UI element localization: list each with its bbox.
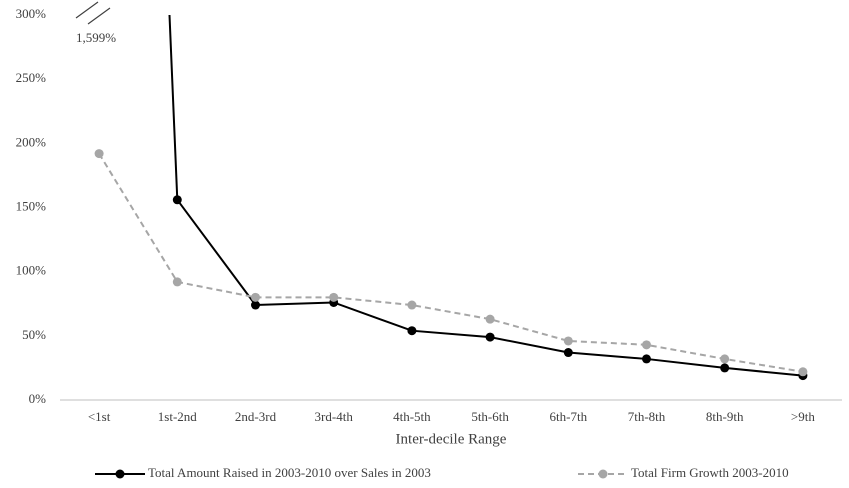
data-point [642, 354, 651, 364]
y-tick-label: 50% [22, 327, 46, 342]
legend-marker [115, 469, 125, 479]
break-mark [87, 7, 111, 25]
data-point [642, 340, 651, 350]
data-point [251, 300, 260, 310]
legend-label: Total Amount Raised in 2003-2010 over Sa… [148, 465, 431, 480]
plot-area [94, 15, 808, 381]
x-tick-label: 8th-9th [706, 409, 744, 424]
annotation: 1,599% [76, 30, 116, 45]
y-tick-label: 250% [16, 70, 47, 85]
break-mark [75, 1, 99, 19]
x-tick-label: 6th-7th [550, 409, 588, 424]
data-point [720, 363, 730, 373]
data-point [172, 195, 182, 205]
data-point [485, 332, 495, 342]
series-line [98, 153, 804, 373]
data-point [94, 149, 104, 159]
data-point [407, 300, 417, 310]
x-axis-title: Inter-decile Range [396, 431, 507, 447]
data-point [563, 348, 573, 358]
axis-break [75, 1, 111, 25]
x-tick-label: <1st [88, 409, 111, 424]
x-tick-label: 3rd-4th [315, 409, 354, 424]
y-tick-label: 150% [16, 198, 47, 213]
data-point [251, 292, 260, 302]
data-point [485, 314, 495, 324]
x-tick-label: 5th-6th [471, 409, 509, 424]
legend-label: Total Firm Growth 2003-2010 [631, 465, 789, 480]
data-point [329, 292, 339, 302]
series-line [168, 15, 803, 377]
data-point [798, 367, 808, 377]
y-tick-label: 0% [29, 391, 47, 406]
data-point [720, 354, 730, 364]
x-tick-label: 7th-8th [628, 409, 666, 424]
x-tick-label: 2nd-3rd [235, 409, 277, 424]
legend-marker [598, 469, 608, 479]
y-tick-label: 100% [16, 263, 47, 278]
x-tick-label: >9th [791, 409, 815, 424]
x-tick-label: 4th-5th [393, 409, 431, 424]
y-tick-label: 200% [16, 134, 47, 149]
data-point [172, 277, 182, 287]
x-tick-label: 1st-2nd [158, 409, 198, 424]
data-point [563, 336, 573, 346]
data-point [407, 326, 417, 336]
y-tick-label: 300% [16, 6, 47, 21]
